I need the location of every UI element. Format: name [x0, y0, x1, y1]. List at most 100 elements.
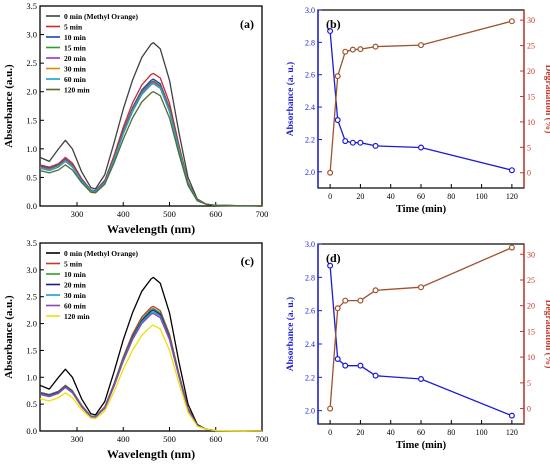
y-tick-label: 2.0 [26, 319, 37, 329]
y2-tick-label: 0 [527, 169, 531, 178]
y-tick-label: 0.0 [26, 201, 37, 211]
legend-label: 20 min [64, 281, 87, 290]
y2-tick-label: 15 [527, 92, 535, 101]
data-point [342, 362, 349, 369]
y-axis-title: Absorbance (a. u.) [285, 297, 296, 371]
x-tick-label: 40 [387, 428, 395, 437]
data-point [418, 144, 425, 151]
y2-tick-label: 20 [527, 302, 535, 311]
legend-label: 10 min [64, 33, 87, 42]
x-tick-label: 20 [356, 428, 364, 437]
plot-frame [39, 5, 263, 207]
panel-label: (b) [326, 17, 341, 31]
y-tick-label: 2.6 [305, 307, 315, 316]
x-tick-label: 300 [71, 209, 84, 219]
x-tick-label: 700 [256, 434, 269, 444]
y-tick-label: 3.0 [305, 6, 315, 15]
legend-label: 0 min (Methyl Orange) [64, 249, 138, 258]
x-axis-title: Time (min) [396, 204, 447, 215]
x-tick-label: 500 [163, 209, 176, 219]
x-tick-label: 120 [506, 192, 518, 201]
y2-tick-label: 25 [527, 42, 535, 51]
series-line [39, 276, 263, 432]
series-line [39, 309, 263, 432]
x-tick-label: 600 [209, 434, 222, 444]
data-point [342, 48, 349, 55]
x-tick-label: 60 [417, 192, 425, 201]
x-tick-label: 400 [117, 434, 130, 444]
data-point [418, 376, 425, 383]
y2-tick-label: 30 [527, 16, 535, 25]
y2-tick-label: 5 [527, 143, 531, 152]
series-line [39, 81, 263, 207]
x-tick-label: 120 [506, 428, 518, 437]
series-line [329, 247, 513, 409]
legend-label: 5 min [64, 23, 83, 32]
y2-axis-title: Degradation (%) [543, 65, 550, 134]
series-line [39, 91, 263, 207]
x-tick-label: 400 [117, 209, 130, 219]
x-axis-title: Wavelength (nm) [107, 222, 195, 236]
data-point [357, 362, 364, 369]
y-tick-label: 3.0 [26, 30, 37, 40]
y2-tick-label: 10 [527, 118, 535, 127]
panel-label: (a) [240, 17, 254, 31]
x-tick-label: 100 [476, 428, 488, 437]
data-point [418, 42, 425, 49]
legend-label: 120 min [64, 312, 90, 321]
data-point [372, 43, 379, 50]
y-tick-label: 2.5 [26, 292, 37, 302]
panel-label: (d) [326, 251, 341, 265]
x-tick-label: 700 [256, 209, 269, 219]
data-point [372, 287, 379, 294]
data-point [508, 244, 515, 251]
data-point [349, 46, 356, 53]
data-point [334, 117, 341, 124]
legend-label: 30 min [64, 65, 87, 74]
legend-label: 0 min (Methyl Orange) [64, 12, 138, 21]
legend-label: 30 min [64, 291, 87, 300]
plot-frame [317, 243, 525, 425]
legend-label: 20 min [64, 54, 87, 63]
series-line [39, 80, 263, 207]
panel-label: (c) [241, 254, 254, 268]
x-tick-label: 300 [71, 434, 84, 444]
y-axis-title: Absorbance (a.u.) [3, 295, 15, 379]
y-tick-label: 2.4 [305, 103, 315, 112]
data-point [508, 412, 515, 419]
x-tick-label: 600 [209, 209, 222, 219]
data-point [327, 28, 334, 35]
data-point [508, 167, 515, 174]
y-tick-label: 2.5 [26, 58, 37, 68]
data-point [334, 73, 341, 80]
series-line [39, 82, 263, 207]
series-line [39, 305, 263, 432]
x-axis-title: Time (min) [396, 440, 447, 451]
data-point [357, 297, 364, 304]
y-tick-label: 1.5 [26, 115, 37, 125]
series-line [39, 41, 263, 207]
series-line [39, 83, 263, 207]
series-line [329, 20, 513, 173]
y-tick-label: 3.5 [26, 238, 37, 248]
panel-d: 0 20 40 60 80 100 120 2.0 2.2 2.4 2.6 2.8 3.0 0 5 10 15 2… [285, 240, 550, 451]
y-tick-label: 2.2 [305, 373, 315, 382]
y-tick-label: 3.0 [305, 240, 315, 249]
legend-label: 15 min [64, 44, 87, 53]
y-tick-label: 1.0 [26, 144, 37, 154]
x-tick-label: 60 [417, 428, 425, 437]
data-point [349, 139, 356, 146]
x-tick-label: 80 [447, 428, 455, 437]
y2-tick-label: 25 [527, 276, 535, 285]
data-point [372, 372, 379, 379]
plot-frame [39, 242, 263, 432]
y-tick-label: 2.0 [305, 407, 315, 416]
panel-c: 300 400 500 600 700 0.0 0.5 1.0 1.5 2.0 2.5 3.0 3.5 0… [3, 238, 268, 461]
panel-a: 300 400 500 600 700 0.0 0.5 1.0 1.5 2.0 2.5 3.0 3.5 0… [3, 1, 268, 236]
y-tick-label: 2.2 [305, 135, 315, 144]
x-tick-label: 500 [163, 434, 176, 444]
y-tick-label: 2.4 [305, 340, 315, 349]
series-line [39, 312, 263, 432]
data-point [418, 284, 425, 291]
